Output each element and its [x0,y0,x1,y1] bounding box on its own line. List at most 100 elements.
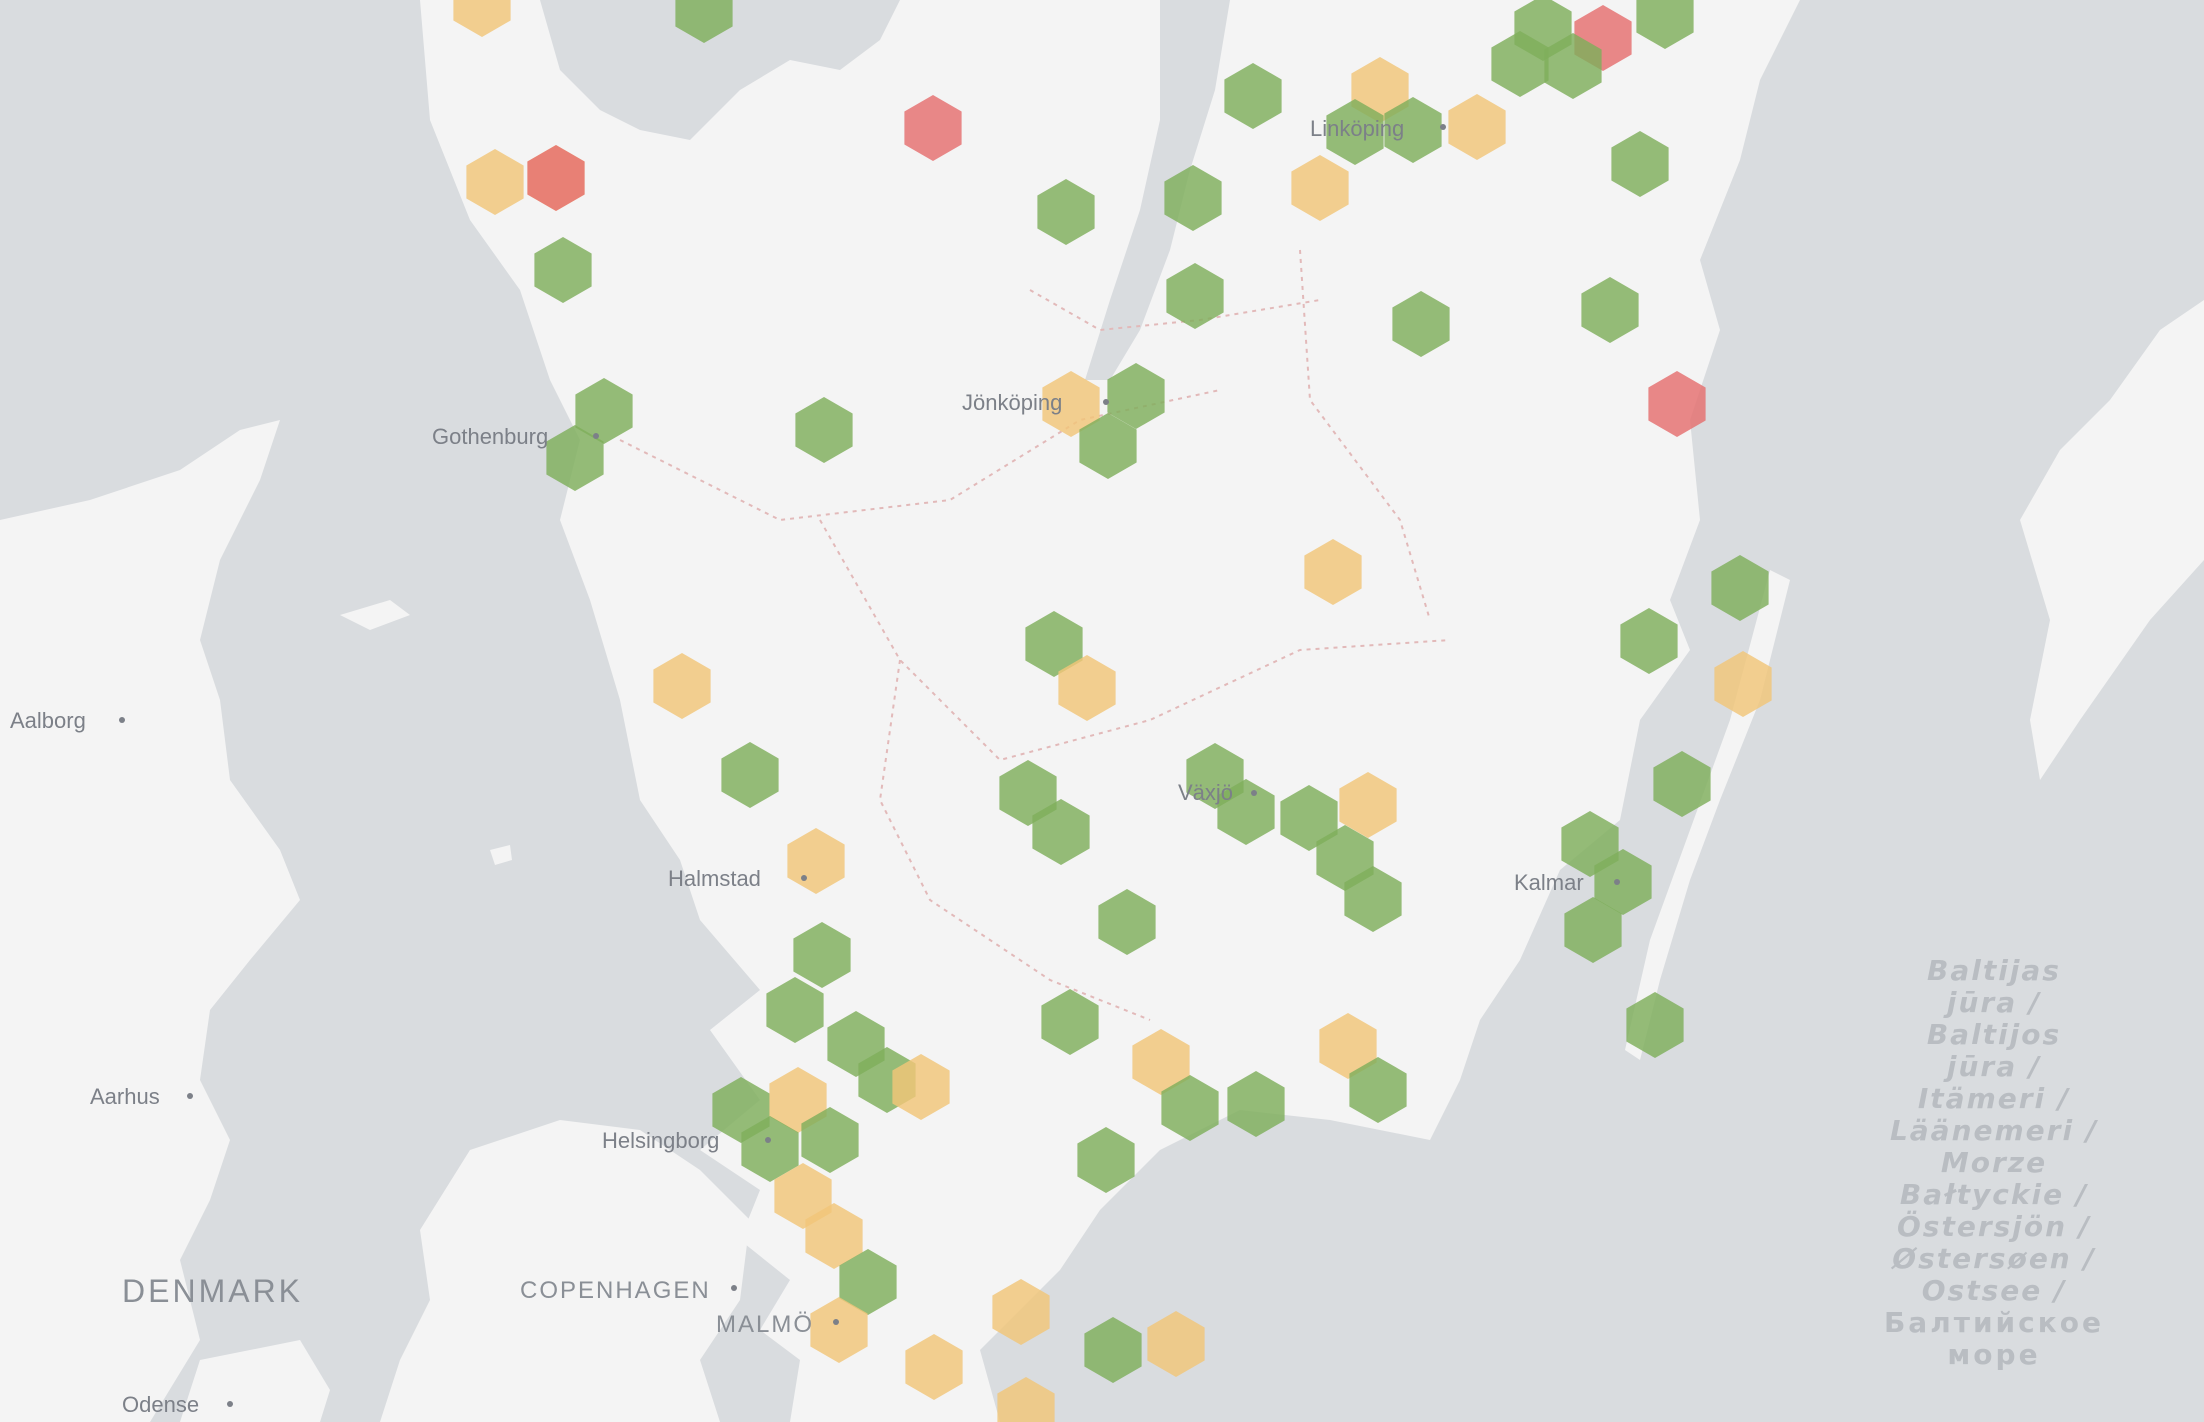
hex-cell-green[interactable] [839,1249,897,1315]
gotland-island [2020,300,2204,780]
hex-cell-green[interactable] [1166,263,1224,329]
city-label-linkoping[interactable]: Linköping [1310,116,1404,141]
hex-cell-green[interactable] [1079,413,1137,479]
hex-cell-yellow[interactable] [1339,772,1397,838]
hex-cell-green[interactable] [1227,1071,1285,1137]
city-label-kalmar[interactable]: Kalmar [1514,870,1584,895]
city-label-aarhus[interactable]: Aarhus [90,1084,160,1109]
zealand-landmass [380,1120,750,1422]
hex-cell-green[interactable] [1217,779,1275,845]
sea-label-line: море [1947,1338,2040,1371]
hex-cell-red[interactable] [1648,371,1706,437]
city-label-jonkoping[interactable]: Jönköping [962,390,1062,415]
lake-vanern [540,0,900,140]
lake-vattern [1085,0,1230,380]
hex-cell-green[interactable] [534,237,592,303]
hex-cell-green[interactable] [1564,897,1622,963]
sea-label-line: Baltijas [1927,954,2061,987]
hex-cell-green[interactable] [721,742,779,808]
hex-cell-green[interactable] [1594,849,1652,915]
hex-cell-green[interactable] [741,1116,799,1182]
hex-cell-green[interactable] [1653,751,1711,817]
hex-cell-yellow[interactable] [992,1279,1050,1345]
hex-cell-red[interactable] [527,145,585,211]
hex-cell-green[interactable] [1611,131,1669,197]
sea-label-line: Балтийское [1884,1306,2104,1339]
hex-cell-green[interactable] [1077,1127,1135,1193]
hex-cell-yellow[interactable] [466,149,524,215]
hex-cell-green[interactable] [795,397,853,463]
city-label-aalborg[interactable]: Aalborg [10,708,86,733]
sea-label-line: Läänemeri / [1890,1114,2099,1147]
hex-cell-yellow[interactable] [1147,1311,1205,1377]
hex-cell-yellow[interactable] [1042,371,1100,437]
sea-label-line: Østersøen / [1890,1242,2096,1275]
hex-cell-yellow[interactable] [810,1297,868,1363]
hex-cell-yellow[interactable] [1448,94,1506,160]
hex-cell-green[interactable] [675,0,733,43]
hex-cell-green[interactable] [1349,1057,1407,1123]
sea-label-line: jūra / [1943,986,2042,1019]
hex-cell-yellow[interactable] [905,1334,963,1400]
hex-cell-green[interactable] [546,425,604,491]
sea-label-line: Östersjön / [1897,1209,2092,1243]
hex-cell-green[interactable] [1107,363,1165,429]
sweden-landmass [420,0,1800,1422]
city-label-helsingborg[interactable]: Helsingborg [602,1128,719,1153]
hex-cell-green[interactable] [1326,99,1384,165]
hex-cell-yellow[interactable] [1304,539,1362,605]
hex-cell-green[interactable] [1032,799,1090,865]
hex-cell-green[interactable] [1161,1075,1219,1141]
hex-cell-green[interactable] [1344,866,1402,932]
hex-cell-green[interactable] [801,1107,859,1173]
hex-cell-yellow[interactable] [1319,1013,1377,1079]
hex-cell-green[interactable] [1581,277,1639,343]
hex-cell-green[interactable] [1084,1317,1142,1383]
hex-cell-green[interactable] [1711,555,1769,621]
sea-label-line: Baltijos [1927,1018,2061,1051]
hex-cell-red[interactable] [904,95,962,161]
hex-cell-green[interactable] [1384,97,1442,163]
sea-label-line: jūra / [1943,1050,2042,1083]
city-labels: Linköping Jönköping Gothenburg Aalborg H… [10,116,1584,1417]
hex-cell-yellow[interactable] [769,1067,827,1133]
hex-cell-green[interactable] [1636,0,1694,49]
hex-cell-green[interactable] [1491,31,1549,97]
hex-cell-green[interactable] [1041,989,1099,1055]
hex-cell-green[interactable] [999,760,1057,826]
hex-cell-green[interactable] [1224,63,1282,129]
city-label-malmo[interactable]: MALMÖ [716,1311,814,1338]
hex-cell-green[interactable] [1164,165,1222,231]
hex-cell-yellow[interactable] [1058,655,1116,721]
hex-cell-green[interactable] [1620,608,1678,674]
hex-cell-green[interactable] [1025,611,1083,677]
city-label-copenhagen[interactable]: COPENHAGEN [520,1277,711,1304]
sea-label-line: Itämeri / [1918,1082,2071,1115]
hex-cell-yellow[interactable] [892,1054,950,1120]
hex-cell-yellow[interactable] [453,0,511,37]
city-label-halmstad[interactable]: Halmstad [668,866,761,891]
hex-cell-green[interactable] [1280,785,1338,851]
hex-cell-green[interactable] [1544,33,1602,99]
sea-label-line: Morze [1941,1146,2047,1179]
hex-cell-green[interactable] [1392,291,1450,357]
hex-cell-yellow[interactable] [1291,155,1349,221]
hex-cell-green[interactable] [575,378,633,444]
jutland-landmass [0,420,300,1422]
hex-cell-yellow[interactable] [1714,651,1772,717]
hex-cell-green[interactable] [793,922,851,988]
hex-cell-green[interactable] [1037,179,1095,245]
hex-cell-yellow[interactable] [1132,1029,1190,1095]
hex-cell-yellow[interactable] [997,1377,1055,1422]
city-label-odense[interactable]: Odense [122,1392,199,1417]
hex-cell-yellow[interactable] [653,653,711,719]
hex-cell-yellow[interactable] [774,1163,832,1229]
hex-cell-green[interactable] [1626,992,1684,1058]
hex-cell-green[interactable] [1098,889,1156,955]
hex-cell-yellow[interactable] [805,1203,863,1269]
city-label-vaxjo[interactable]: Växjö [1178,780,1233,805]
city-label-gothenburg[interactable]: Gothenburg [432,424,548,449]
hex-cell-green[interactable] [766,977,824,1043]
